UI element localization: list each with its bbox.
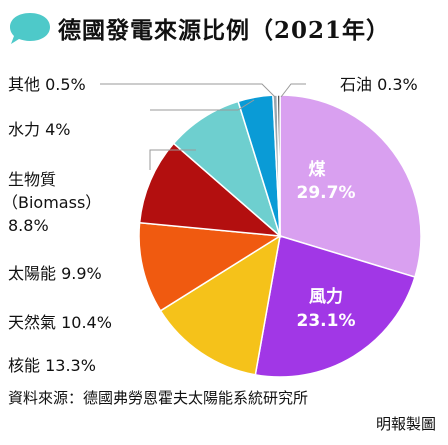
label-bio-en: （Biomass）	[2, 193, 102, 212]
wind-value-label: 23.1%	[297, 311, 356, 331]
label-nuclear: 核能 13.3%	[8, 356, 96, 375]
leader-line-bio	[149, 149, 196, 170]
pie-slice-4	[138, 142, 283, 237]
speech-bubble-icon	[10, 13, 50, 44]
pie-slice-8	[276, 94, 281, 237]
label-hydro: 水力 4%	[8, 120, 71, 139]
pie-slice-3	[138, 221, 283, 312]
label-solar: 太陽能 9.9%	[8, 264, 102, 283]
label-gas: 天然氣 10.4%	[8, 313, 112, 332]
label-oil: 石油 0.3%	[340, 75, 418, 94]
wind-name-label: 風力	[309, 286, 343, 307]
chart-title-area: 德國發電來源比例（2021年）	[8, 8, 390, 48]
pie-slice-0	[279, 94, 422, 278]
credit-note: 明報製圖	[375, 415, 436, 433]
pie-slice-2	[159, 234, 282, 376]
leader-line-other	[100, 83, 276, 98]
coal-name-label: 煤	[309, 159, 326, 180]
chart-title: 德國發電來源比例（2021年）	[58, 17, 391, 44]
pie-slice-1	[254, 235, 416, 378]
leader-line-hydro	[150, 99, 255, 111]
source-note: 資料來源：德國弗勞恩霍夫太陽能系統研究所	[8, 389, 309, 407]
coal-value-label: 29.7%	[297, 183, 356, 203]
leader-line-oil	[280, 83, 306, 98]
label-other: 其他 0.5%	[8, 75, 86, 94]
label-bio-name: 生物質	[8, 170, 57, 189]
label-bio-value: 8.8%	[8, 216, 49, 235]
